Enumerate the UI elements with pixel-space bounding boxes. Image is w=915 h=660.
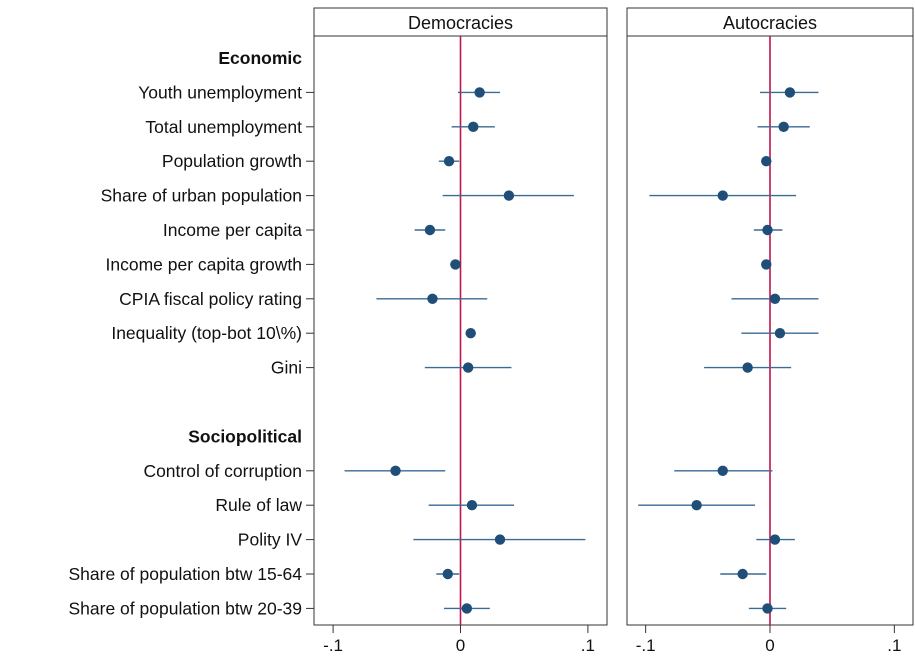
group-header-label: Sociopolitical bbox=[188, 426, 302, 446]
row-label: Total unemployment bbox=[145, 117, 302, 137]
row-label: Control of corruption bbox=[143, 461, 302, 481]
point-estimate bbox=[462, 362, 474, 373]
point-estimate bbox=[784, 87, 796, 98]
point-estimate bbox=[778, 121, 789, 132]
point-estimate bbox=[717, 190, 728, 201]
row-label: Population growth bbox=[162, 151, 302, 171]
row-label: Gini bbox=[271, 358, 302, 378]
point-estimate bbox=[742, 362, 753, 373]
point-estimate bbox=[769, 534, 781, 545]
point-estimate bbox=[442, 568, 453, 580]
panel-header bbox=[313, 7, 608, 37]
panel-title: Autocracies bbox=[723, 13, 817, 33]
row-label: Rule of law bbox=[215, 495, 302, 515]
point-estimate bbox=[390, 465, 401, 476]
row-label: Share of urban population bbox=[101, 186, 302, 206]
point-estimate bbox=[761, 259, 772, 270]
row-label: CPIA fiscal policy rating bbox=[119, 289, 302, 309]
point-estimate bbox=[461, 603, 473, 614]
point-estimate bbox=[717, 465, 728, 476]
x-tick-label: -.1 bbox=[636, 636, 656, 655]
point-estimate bbox=[424, 224, 436, 236]
point-estimate bbox=[494, 534, 506, 545]
point-estimate bbox=[691, 500, 702, 511]
row-label: Polity IV bbox=[238, 530, 303, 550]
x-tick-label: 0 bbox=[456, 636, 465, 655]
point-estimate bbox=[443, 156, 455, 167]
x-tick-label: 0 bbox=[765, 636, 774, 655]
row-label: Youth unemployment bbox=[138, 82, 302, 102]
x-tick-label: .1 bbox=[581, 636, 595, 655]
point-estimate bbox=[769, 293, 781, 304]
point-estimate bbox=[427, 293, 438, 304]
x-tick-label: -.1 bbox=[323, 636, 343, 655]
point-estimate bbox=[762, 224, 773, 236]
row-label: Income per capita growth bbox=[106, 254, 303, 274]
point-estimate bbox=[468, 121, 479, 132]
point-estimate bbox=[737, 568, 748, 580]
x-tick-label: .1 bbox=[887, 636, 901, 655]
point-estimate bbox=[774, 328, 786, 339]
point-estimate bbox=[450, 259, 461, 270]
panel-democracies: Democracies -.1 0 .1 bbox=[313, 7, 608, 655]
panel-title: Democracies bbox=[408, 13, 513, 33]
row-label: Income per capita bbox=[163, 220, 302, 240]
point-estimate bbox=[503, 190, 515, 201]
point-estimate bbox=[762, 603, 773, 614]
point-estimate bbox=[466, 500, 478, 511]
row-label: Share of population btw 20-39 bbox=[69, 598, 303, 618]
row-label: Inequality (top-bot 10\%) bbox=[111, 323, 302, 343]
panel-autocracies: Autocracies -.1 0 .1 bbox=[626, 7, 914, 655]
row-label: Share of population btw 15-64 bbox=[69, 564, 303, 584]
group-header-label: Economic bbox=[218, 48, 302, 68]
point-estimate bbox=[761, 156, 772, 167]
point-estimate bbox=[474, 87, 485, 98]
point-estimate bbox=[465, 328, 476, 339]
